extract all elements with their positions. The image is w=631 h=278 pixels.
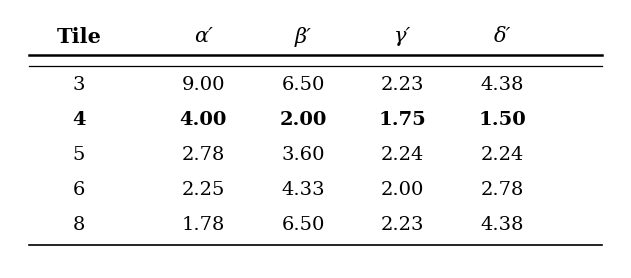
Text: 9.00: 9.00 — [182, 76, 225, 94]
Text: 6: 6 — [73, 181, 85, 199]
Text: 4.00: 4.00 — [180, 111, 227, 129]
Text: 2.25: 2.25 — [182, 181, 225, 199]
Text: 5: 5 — [73, 146, 85, 164]
Text: 4: 4 — [72, 111, 86, 129]
Text: 2.78: 2.78 — [182, 146, 225, 164]
Text: 2.23: 2.23 — [381, 76, 425, 94]
Text: Tile: Tile — [56, 26, 102, 46]
Text: δ′: δ′ — [493, 27, 511, 46]
Text: 3: 3 — [73, 76, 85, 94]
Text: γ′: γ′ — [394, 27, 411, 46]
Text: 2.24: 2.24 — [481, 146, 524, 164]
Text: 1.75: 1.75 — [379, 111, 427, 129]
Text: 4.38: 4.38 — [481, 216, 524, 234]
Text: 6.50: 6.50 — [281, 216, 325, 234]
Text: 1.78: 1.78 — [182, 216, 225, 234]
Text: 2.23: 2.23 — [381, 216, 425, 234]
Text: 4.38: 4.38 — [481, 76, 524, 94]
Text: α′: α′ — [194, 27, 213, 46]
Text: 2.00: 2.00 — [280, 111, 327, 129]
Text: 6.50: 6.50 — [281, 76, 325, 94]
Text: 3.60: 3.60 — [281, 146, 325, 164]
Text: 2.24: 2.24 — [381, 146, 425, 164]
Text: β′: β′ — [295, 26, 312, 46]
Text: 2.00: 2.00 — [381, 181, 425, 199]
Text: 8: 8 — [73, 216, 85, 234]
Text: 2.78: 2.78 — [481, 181, 524, 199]
Text: 1.50: 1.50 — [478, 111, 526, 129]
Text: 4.33: 4.33 — [281, 181, 325, 199]
